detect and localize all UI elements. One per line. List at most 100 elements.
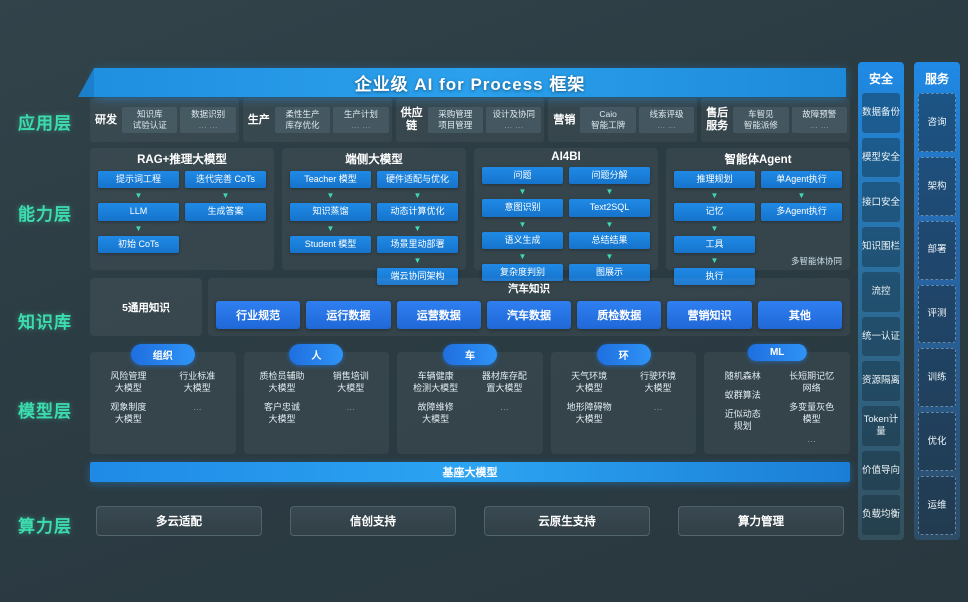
service-item[interactable]: 评测 [918, 284, 956, 344]
app-cell[interactable]: 故障预警… … [791, 106, 847, 134]
compute-box[interactable]: 算力管理 [678, 506, 844, 536]
app-group-1[interactable]: 生产 柔性生产 库存优化 生产计划… … [242, 98, 392, 142]
model-item[interactable]: 质检员辅助 大模型 [259, 371, 305, 394]
service-item[interactable]: 运维 [918, 476, 956, 536]
knowledge-general-box[interactable]: 5通用知识 [90, 278, 202, 336]
model-card-3[interactable]: 环天气环境 大模型 地形障碍物 大模型 行驶环境 大模型… [550, 344, 697, 454]
app-group-3[interactable]: 营销 Caio 智能工牌 线索评级… … [548, 98, 698, 142]
base-model-bar[interactable]: 基座大模型 [90, 462, 850, 482]
capability-node[interactable]: 硬件适配与优化 [377, 171, 458, 189]
capability-node[interactable]: 端云协同架构 [377, 267, 458, 285]
capability-card-2[interactable]: AI4BI 问题 ▼ 意图识别 ▼ 语义生成 ▼ 复杂度判别 问题分解 ▼ Text2SQL ▼ 总结结… [474, 148, 658, 281]
capability-node[interactable]: 初始 CoTs [98, 235, 179, 253]
security-item[interactable]: Token计量 [862, 405, 900, 446]
capability-node[interactable]: LLM [98, 203, 179, 221]
model-card-1[interactable]: 人质检员辅助 大模型 客户忠诚 大模型 销售培训 大模型… [243, 344, 390, 454]
app-cell[interactable]: 车智见 智能派修 [733, 106, 789, 134]
capability-node[interactable]: 单Agent执行 [761, 171, 842, 189]
service-item[interactable]: 优化 [918, 412, 956, 472]
service-item[interactable]: 部署 [918, 220, 956, 280]
model-item[interactable]: … [346, 402, 356, 413]
service-item[interactable]: 架构 [918, 156, 956, 216]
security-item[interactable]: 数据备份 [862, 93, 900, 133]
capability-node[interactable]: 执行 [674, 267, 755, 285]
service-item[interactable]: 训练 [918, 348, 956, 408]
capability-card-1[interactable]: 端侧大模型 Teacher 模型 ▼ 知识蒸馏 ▼ Student 模型 硬件适配与优化 ▼ 动… [282, 148, 466, 285]
model-item[interactable]: 地形障碍物 大模型 [566, 402, 612, 425]
model-item[interactable]: 销售培训 大模型 [332, 371, 369, 394]
capability-node[interactable]: 问题分解 [569, 167, 650, 185]
model-item[interactable]: 天气环境 大模型 [571, 371, 608, 394]
model-item[interactable]: 客户忠诚 大模型 [263, 402, 300, 425]
capability-node[interactable]: 复杂度判别 [482, 263, 563, 281]
capability-node[interactable]: 工具 [674, 235, 755, 253]
compute-box[interactable]: 信创支持 [290, 506, 456, 536]
capability-node[interactable]: 图展示 [569, 263, 650, 281]
security-item[interactable]: 价值导向 [862, 450, 900, 491]
app-cell[interactable]: 知识库 试验认证 [122, 106, 178, 134]
app-cell[interactable]: 采购管理 项目管理 [427, 106, 483, 134]
app-group-0[interactable]: 研发 知识库 试验认证 数据识别… … [90, 98, 239, 142]
app-cell[interactable]: Caio 智能工牌 [580, 106, 636, 134]
model-item[interactable]: 行业标准 大模型 [179, 371, 216, 394]
model-item[interactable]: 随机森林 [724, 371, 761, 381]
capability-node[interactable]: Text2SQL [569, 199, 650, 217]
model-item[interactable]: 车辆健康 检测大模型 [413, 371, 459, 394]
model-item[interactable]: 近似动态 规划 [724, 409, 761, 432]
knowledge-chip[interactable]: 质检数据 [577, 301, 662, 329]
model-item[interactable]: … [499, 402, 509, 413]
service-item[interactable]: 咨询 [918, 93, 956, 152]
capability-node[interactable]: 意图识别 [482, 199, 563, 217]
app-cell[interactable]: 线索评级… … [638, 106, 695, 134]
model-item[interactable]: 观象制度 大模型 [110, 402, 147, 425]
model-card-2[interactable]: 车车辆健康 检测大模型 故障维修 大模型 器材库存配 置大模型… [397, 344, 543, 454]
capability-node[interactable]: 动态计算优化 [377, 203, 458, 221]
model-item[interactable]: 风险管理 大模型 [110, 371, 147, 394]
capability-node[interactable]: Student 模型 [290, 235, 371, 253]
security-item[interactable]: 统一认证 [862, 316, 900, 357]
model-item[interactable]: … [807, 433, 817, 444]
knowledge-chip[interactable]: 运营数据 [396, 301, 481, 329]
security-item[interactable]: 知识围栏 [862, 227, 900, 267]
security-item[interactable]: 资源隔离 [862, 361, 900, 401]
security-item[interactable]: 模型安全 [862, 137, 900, 178]
model-item[interactable]: 长短期记忆 网络 [789, 371, 835, 394]
app-cell[interactable]: 设计及协同… … [486, 106, 542, 134]
model-card-4[interactable]: ML 随机森林 蚁群算法 近似动态 规划 长短期记忆 网络 多变量灰色 模型… [704, 344, 850, 454]
app-cell[interactable]: 数据识别… … [180, 106, 236, 134]
capability-node[interactable]: 提示词工程 [98, 171, 179, 189]
capability-node[interactable]: 语义生成 [482, 231, 563, 249]
knowledge-chip[interactable]: 行业规范 [216, 301, 301, 329]
app-group-2[interactable]: 供应链 采购管理 项目管理 设计及协同… … [395, 98, 545, 142]
capability-node[interactable]: 总结结果 [569, 231, 650, 249]
knowledge-chip[interactable]: 汽车数据 [486, 301, 572, 329]
knowledge-chip[interactable]: 运行数据 [306, 301, 391, 329]
capability-node[interactable]: 推理规划 [674, 171, 755, 189]
model-item[interactable]: 故障维修 大模型 [417, 402, 454, 425]
capability-node[interactable]: 多Agent执行 [761, 203, 842, 221]
capability-node[interactable]: 迭代完善 CoTs [185, 171, 266, 189]
security-item[interactable]: 流控 [862, 271, 900, 312]
app-group-4[interactable]: 售后服务 车智见 智能派修 故障预警… … [701, 98, 850, 142]
knowledge-chip[interactable]: 营销知识 [667, 301, 752, 329]
capability-node[interactable]: 场景里动部署 [377, 235, 458, 253]
app-cell[interactable]: 柔性生产 库存优化 [274, 106, 331, 134]
security-item[interactable]: 接口安全 [862, 182, 900, 223]
security-item[interactable]: 负载均衡 [862, 495, 900, 536]
capability-card-3[interactable]: 智能体Agent 推理规划 ▼ 记忆 ▼ 工具 ▼ 执行 单Agent执行 ▼ 多Agent执行 多智… [666, 148, 850, 285]
app-cell[interactable]: 生产计划… … [333, 106, 389, 134]
capability-node[interactable]: Teacher 模型 [290, 171, 371, 189]
knowledge-chip[interactable]: 其他 [757, 301, 842, 329]
capability-node[interactable]: 记忆 [674, 203, 755, 221]
model-item[interactable]: 多变量灰色 模型 [789, 402, 835, 425]
model-item[interactable]: … [192, 402, 202, 413]
capability-node[interactable]: 问题 [482, 167, 563, 185]
compute-box[interactable]: 多云适配 [96, 506, 262, 536]
capability-node[interactable]: 知识蒸馏 [290, 203, 371, 221]
model-card-0[interactable]: 组织 风险管理 大模型 观象制度 大模型 行业标准 大模型… [90, 344, 236, 454]
model-item[interactable]: 器材库存配 置大模型 [481, 371, 527, 394]
capability-card-0[interactable]: RAG+推理大模型 提示词工程 ▼ LLM ▼ 初始 CoTs 迭代完善 CoTs ▼ 生成答案 [90, 148, 274, 270]
capability-node[interactable]: 生成答案 [185, 203, 266, 221]
model-item[interactable]: 行驶环境 大模型 [639, 371, 676, 394]
compute-box[interactable]: 云原生支持 [484, 506, 650, 536]
